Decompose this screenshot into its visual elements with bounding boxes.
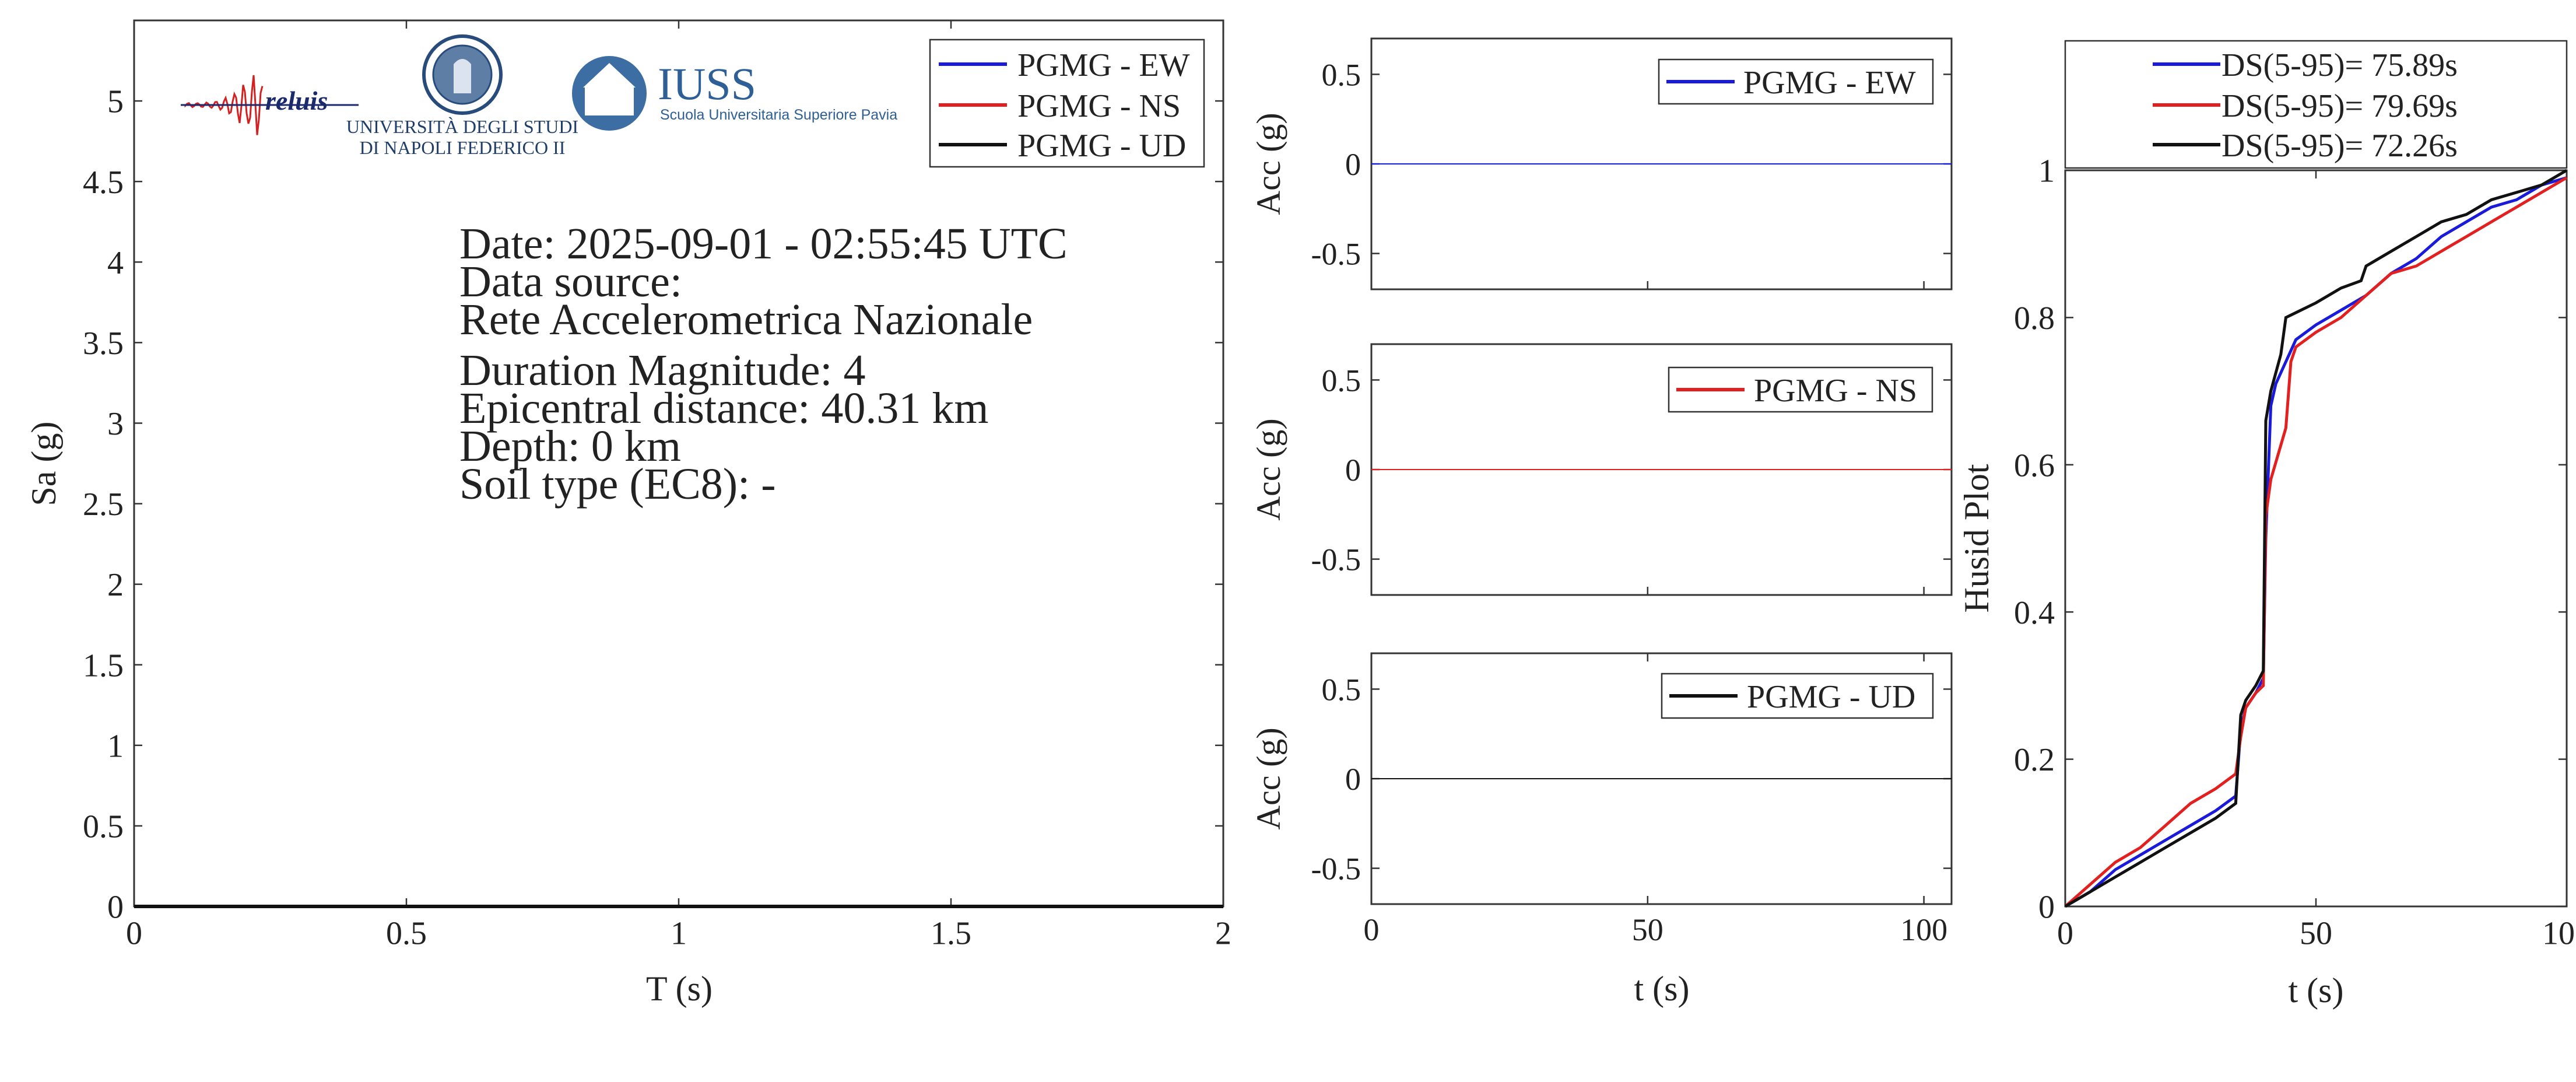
series-line-1 — [2064, 176, 2567, 908]
husid-panel: 0 0.2 0.4 0.6 0.8 1 0 50 100 Husid Plot t (s) DS… — [1957, 40, 2576, 1010]
unina-line2: DI NAPOLI FEDERICO II — [360, 137, 566, 158]
event-source-label: Data source: — [459, 257, 682, 306]
husid-legend-label-ns: DS(5-95)= 79.69s — [2221, 88, 2458, 124]
legend-label-ud: PGMG - UD — [1017, 128, 1186, 164]
legend-label-ns: PGMG - NS — [1017, 88, 1181, 124]
iuss-title: IUSS — [658, 58, 756, 109]
husid-legend-label-ud: DS(5-95)= 72.26s — [2221, 128, 2458, 164]
husid-legend: DS(5-95)= 75.89s DS(5-95)= 79.69s DS(5-9… — [2064, 40, 2568, 169]
ytick-label: 0 — [107, 890, 124, 926]
husid-legend-box — [2064, 40, 2568, 169]
event-distance: Epicentral distance: 40.31 km — [459, 384, 989, 433]
iuss-emblem-building — [585, 87, 634, 115]
xtick-label: 0 — [2057, 915, 2073, 951]
series-line-2 — [2064, 176, 2568, 908]
xtick-label: 0.5 — [386, 915, 427, 951]
ytick-label: 4.5 — [83, 164, 124, 201]
ytick-label: 0.6 — [2014, 447, 2055, 484]
husid-xlabel: t (s) — [2289, 971, 2344, 1010]
unina-seal-figure — [454, 59, 471, 93]
husid-axes-box — [2064, 169, 2568, 908]
ytick-label: 2.5 — [83, 486, 124, 523]
ytick-label: 0.5 — [1322, 672, 1361, 707]
ytick-label: 0 — [2038, 890, 2055, 926]
unina-line1: UNIVERSITÀ DEGLI STUDI — [346, 116, 578, 137]
ytick-label: 5 — [107, 84, 124, 120]
xtick-label: 50 — [2300, 915, 2332, 951]
husid-legend-label-ew: DS(5-95)= 75.89s — [2221, 47, 2458, 83]
event-depth: Depth: 0 km — [459, 422, 681, 471]
acc-ew-ylabel: Acc (g) — [1250, 113, 1287, 215]
ytick-label: 0.5 — [1322, 57, 1361, 92]
ytick-label: 0 — [1345, 762, 1361, 797]
spectrum-ylabel: Sa (g) — [24, 422, 63, 506]
event-soil: Soil type (EC8): - — [459, 460, 776, 509]
husid-ylabel: Husid Plot — [1957, 464, 1996, 612]
xtick-label: 0 — [1364, 912, 1380, 947]
acc-ud-xlabel: t (s) — [1634, 969, 1690, 1008]
legend-label-ew: PGMG - EW — [1017, 47, 1190, 83]
acc-ns-legend-label: PGMG - NS — [1754, 373, 1917, 409]
iuss-logo: IUSS Scuola Universitaria Superiore Pavi… — [572, 56, 897, 131]
reluis-wordmark: reluis — [265, 86, 328, 115]
xtick-label: 1.5 — [931, 915, 971, 951]
xtick-label: 1 — [671, 915, 687, 951]
xtick-label: 0 — [126, 915, 142, 951]
acc-ns-ylabel: Acc (g) — [1250, 418, 1287, 521]
ytick-label: 1 — [2038, 153, 2055, 190]
xtick-label: 50 — [1632, 912, 1663, 947]
iuss-emblem-roof — [583, 63, 636, 87]
event-info: Date: 2025-09-01 - 02:55:45 UTC Data sou… — [459, 219, 1068, 509]
acc-ud-legend-label: PGMG - UD — [1747, 679, 1915, 715]
event-magnitude: Duration Magnitude: 4 — [459, 346, 866, 395]
ytick-label: 3.5 — [83, 325, 124, 362]
ytick-label: 0.4 — [2014, 595, 2055, 631]
ytick-label: 0.2 — [2014, 742, 2055, 778]
ytick-label: -0.5 — [1311, 236, 1361, 271]
xtick-label: 100 — [2542, 915, 2576, 951]
spectrum-panel: 0 0.5 1 1.5 2 2.5 3 3.5 4 4.5 5 0 0.5 1 1.5 2 T (s) Sa … — [24, 19, 1231, 1008]
acc-ns-panel: -0.5 0 0.5 Acc (g) PGMG - NS — [1250, 343, 1953, 596]
ytick-label: 2 — [107, 567, 124, 603]
acc-ew-legend-label: PGMG - EW — [1743, 65, 1916, 101]
spectrum-xlabel: T (s) — [646, 969, 713, 1008]
ytick-label: -0.5 — [1311, 542, 1361, 577]
spectrum-axes-box — [133, 19, 1224, 908]
ytick-label: 3 — [107, 406, 124, 442]
acc-ud-panel: -0.500.50 50 100 Acc (g) t (s) PGMG - UD — [1250, 652, 1953, 1008]
event-source: Rete Accelerometrica Nazionale — [459, 295, 1033, 344]
unina-logo: UNIVERSITÀ DEGLI STUDI DI NAPOLI FEDERIC… — [346, 34, 578, 158]
reluis-logo: reluis — [181, 75, 359, 135]
ytick-label: 0 — [1345, 147, 1361, 182]
spectrum-legend: PGMG - EW PGMG - NS PGMG - UD — [929, 38, 1205, 168]
iuss-subtitle: Scuola Universitaria Superiore Pavia — [660, 107, 897, 123]
ytick-label: 4 — [107, 245, 124, 281]
ytick-label: 1 — [107, 728, 124, 764]
ytick-label: 0 — [1345, 453, 1361, 488]
xtick-label: 2 — [1215, 915, 1231, 951]
series-line-3 — [2064, 169, 2568, 908]
ytick-label: 0.5 — [83, 809, 124, 845]
ytick-label: -0.5 — [1311, 851, 1361, 886]
ytick-label: 0.8 — [2014, 300, 2055, 337]
ytick-label: 0.5 — [1322, 363, 1361, 398]
xtick-label: 100 — [1900, 912, 1947, 947]
ytick-label: 1.5 — [83, 647, 124, 684]
event-date: Date: 2025-09-01 - 02:55:45 UTC — [459, 219, 1068, 268]
acc-ew-panel: -0.5 0 0.5 Acc (g) PGMG - EW — [1250, 37, 1953, 290]
acc-ud-ylabel: Acc (g) — [1250, 727, 1287, 830]
